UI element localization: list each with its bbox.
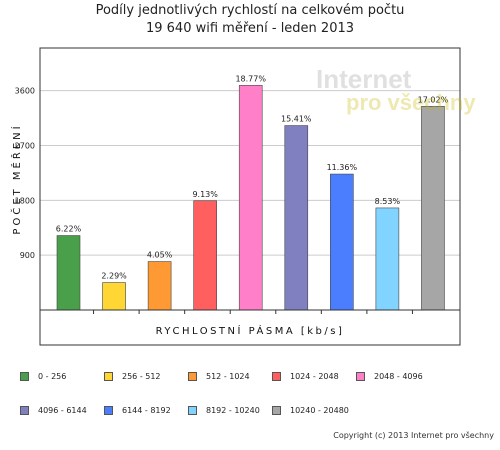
legend-label: 8192 - 10240	[206, 406, 260, 415]
bar-value-label: 4.05%	[147, 251, 173, 260]
legend-label: 512 - 1024	[206, 372, 250, 381]
legend-label: 256 - 512	[122, 372, 161, 381]
legend-item: 256 - 512	[104, 372, 161, 381]
bar-8	[375, 207, 400, 311]
y-tick-label: 1800	[15, 196, 35, 205]
legend-item: 2048 - 4096	[356, 372, 423, 381]
legend-item: 10240 - 20480	[272, 406, 349, 415]
legend-item: 8192 - 10240	[188, 406, 260, 415]
bar-value-label: 6.22%	[56, 225, 82, 234]
bar-2	[102, 282, 126, 311]
bar-value-label: 8.53%	[375, 197, 401, 206]
legend-swatch	[272, 406, 281, 415]
chart-title: Podíly jednotlivých rychlostí na celkové…	[0, 2, 500, 38]
bar-7	[330, 173, 354, 311]
legend-label: 1024 - 2048	[290, 372, 339, 381]
y-tick-label: 2700	[15, 141, 35, 150]
bars	[56, 85, 445, 311]
legend-swatch	[104, 372, 113, 381]
legend-swatch	[188, 406, 197, 415]
bar-9	[421, 106, 445, 311]
x-ticks	[93, 310, 413, 314]
bar-4	[193, 200, 217, 311]
legend-swatch	[20, 406, 29, 415]
bar-6	[284, 125, 309, 311]
legend-label: 6144 - 8192	[122, 406, 171, 415]
chart-title-line1: Podíly jednotlivých rychlostí na celkové…	[95, 3, 405, 18]
legend-item: 1024 - 2048	[272, 372, 339, 381]
legend-swatch	[188, 372, 197, 381]
plot-frame	[39, 47, 461, 346]
y-axis-label: POČET MĚŘENÍ	[10, 123, 23, 234]
legend-swatch	[272, 372, 281, 381]
chart-title-line2: 19 640 wifi měření - leden 2013	[145, 21, 355, 36]
bar-1	[56, 235, 81, 311]
bar-value-label: 15.41%	[281, 115, 312, 124]
legend-swatch	[20, 372, 29, 381]
legend-swatch	[104, 406, 113, 415]
legend-label: 4096 - 6144	[38, 406, 87, 415]
legend-item: 0 - 256	[20, 372, 66, 381]
bar-3	[147, 261, 172, 311]
bar-value-label: 17.02%	[418, 95, 449, 104]
bar-value-label: 2.29%	[101, 272, 127, 281]
bar-labels: 6.22% 2.29% 4.05% 9.13% 18.77% 15.41% 11.36% 8.…	[56, 74, 449, 280]
legend-item: 512 - 1024	[188, 372, 250, 381]
x-axis-label: RYCHLOSTNÍ PÁSMA [kb/s]	[156, 324, 345, 337]
legend-item: 4096 - 6144	[20, 406, 87, 415]
legend-item: 6144 - 8192	[104, 406, 171, 415]
legend-label: 0 - 256	[38, 372, 67, 381]
legend-label: 2048 - 4096	[374, 372, 423, 381]
legend-label: 10240 - 20480	[290, 406, 349, 415]
bar-value-label: 9.13%	[192, 190, 218, 199]
bar-value-label: 11.36%	[327, 163, 358, 172]
y-tick-label: 900	[20, 251, 35, 260]
bar-5	[238, 85, 263, 311]
legend-swatch	[356, 372, 365, 381]
copyright-text: Copyright (c) 2013 Internet pro všechny	[333, 431, 494, 440]
bar-value-label: 18.77%	[235, 74, 266, 83]
y-tick-label: 3600	[15, 87, 35, 96]
y-ticks: 900 1800 2700 3600	[15, 87, 35, 261]
